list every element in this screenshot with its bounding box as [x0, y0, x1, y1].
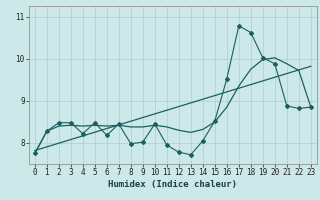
X-axis label: Humidex (Indice chaleur): Humidex (Indice chaleur) [108, 180, 237, 189]
